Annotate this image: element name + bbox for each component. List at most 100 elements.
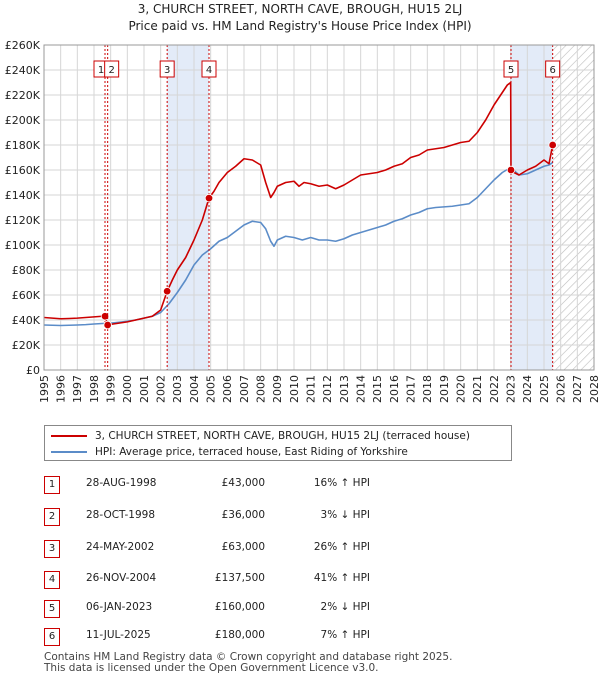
sale-label-5: 5 xyxy=(503,60,519,78)
footer-copyright: Contains HM Land Registry data © Crown c… xyxy=(44,651,453,663)
x-tick-label: 1997 xyxy=(71,375,84,403)
x-tick-label: 2014 xyxy=(355,375,368,403)
transaction-date: 26-NOV-2004 xyxy=(86,572,157,584)
x-tick-label: 1996 xyxy=(55,375,68,403)
transaction-date: 28-AUG-1998 xyxy=(86,477,157,489)
transaction-hpi-diff: 26% ↑ HPI xyxy=(313,541,370,553)
transaction-number: 2 xyxy=(44,508,60,526)
legend-label-property: 3, CHURCH STREET, NORTH CAVE, BROUGH, HU… xyxy=(95,430,470,442)
x-tick-label: 2011 xyxy=(305,375,318,403)
sale-label-text: 4 xyxy=(206,65,212,76)
x-tick-label: 2008 xyxy=(255,375,268,403)
y-tick-label: £260K xyxy=(5,39,41,52)
sale-label-text: 5 xyxy=(508,65,514,76)
table-row: 1 28-AUG-1998 £43,000 16% ↑ HPI xyxy=(0,473,600,497)
x-tick-label: 2005 xyxy=(205,375,218,403)
transaction-number: 5 xyxy=(44,600,60,618)
transaction-price: £43,000 xyxy=(221,477,265,489)
y-tick-label: £20K xyxy=(12,339,41,352)
sale-label-box xyxy=(159,60,175,78)
legend-swatch-property xyxy=(51,435,87,437)
x-tick-label: 2010 xyxy=(288,375,301,403)
sale-label-text: 2 xyxy=(108,65,114,76)
chart-legend: 3, CHURCH STREET, NORTH CAVE, BROUGH, HU… xyxy=(44,425,512,461)
plot-area xyxy=(44,45,594,370)
y-tick-label: £0 xyxy=(26,364,40,377)
x-tick-label: 2009 xyxy=(271,375,284,403)
x-tick-label: 2023 xyxy=(505,375,518,403)
transaction-number: 6 xyxy=(44,628,60,646)
x-tick-label: 2020 xyxy=(455,375,468,403)
transaction-date: 28-OCT-1998 xyxy=(86,509,155,521)
transaction-price: £180,000 xyxy=(214,629,265,641)
table-row: 4 26-NOV-2004 £137,500 41% ↑ HPI xyxy=(0,568,600,592)
sale-label-box xyxy=(503,60,519,78)
y-tick-label: £160K xyxy=(5,164,41,177)
sale-label-3: 3 xyxy=(159,60,175,78)
x-tick-label: 2012 xyxy=(321,375,334,403)
transaction-price: £36,000 xyxy=(221,509,265,521)
y-tick-label: £40K xyxy=(12,314,41,327)
sale-point xyxy=(162,287,172,296)
x-tick-label: 2013 xyxy=(338,375,351,403)
x-tick-label: 2019 xyxy=(438,375,451,403)
transaction-date: 06-JAN-2023 xyxy=(86,601,153,613)
transaction-hpi-diff: 16% ↑ HPI xyxy=(313,477,370,489)
y-tick-label: £220K xyxy=(5,89,41,102)
x-tick-label: 2000 xyxy=(121,375,134,403)
table-row: 2 28-OCT-1998 £36,000 3% ↓ HPI xyxy=(0,505,600,529)
y-tick-label: £140K xyxy=(5,189,41,202)
shaded-period-2 xyxy=(511,45,553,370)
y-tick-label: £60K xyxy=(12,289,41,302)
x-tick-label: 2027 xyxy=(571,375,584,403)
y-tick-label: £80K xyxy=(12,264,41,277)
sale-label-box xyxy=(104,60,120,78)
y-tick-label: £200K xyxy=(5,114,41,127)
x-tick-label: 2028 xyxy=(588,375,600,403)
transaction-date: 24-MAY-2002 xyxy=(86,541,155,553)
legend-label-hpi: HPI: Average price, terraced house, East… xyxy=(95,446,408,458)
table-row: 6 11-JUL-2025 £180,000 7% ↑ HPI xyxy=(0,625,600,649)
y-tick-label: £120K xyxy=(5,214,41,227)
shaded-period-1 xyxy=(167,45,209,370)
x-tick-label: 2006 xyxy=(221,375,234,403)
x-tick-label: 2017 xyxy=(405,375,418,403)
y-tick-label: £240K xyxy=(5,64,41,77)
footer-license: This data is licensed under the Open Gov… xyxy=(44,662,379,674)
chart-subtitle: Price paid vs. HM Land Registry's House … xyxy=(128,19,471,33)
sale-label-box xyxy=(201,60,217,78)
sale-label-text: 1 xyxy=(98,65,104,76)
legend-item-property: 3, CHURCH STREET, NORTH CAVE, BROUGH, HU… xyxy=(51,428,470,444)
x-tick-label: 2004 xyxy=(188,375,201,403)
sale-label-text: 3 xyxy=(164,65,170,76)
sale-point xyxy=(100,312,110,321)
transaction-price: £137,500 xyxy=(214,572,265,584)
transaction-price: £160,000 xyxy=(214,601,265,613)
sale-point xyxy=(548,140,557,150)
sale-point xyxy=(204,193,214,203)
sale-label-2: 2 xyxy=(104,60,120,78)
transaction-hpi-diff: 3% ↓ HPI xyxy=(320,509,370,521)
legend-swatch-hpi xyxy=(51,451,87,453)
transaction-price: £63,000 xyxy=(221,541,265,553)
transaction-number: 3 xyxy=(44,540,60,558)
x-tick-label: 2015 xyxy=(371,375,384,403)
property-price-line xyxy=(43,81,554,326)
sale-label-4: 4 xyxy=(201,60,217,78)
x-tick-label: 2001 xyxy=(138,375,151,403)
future-hatch-region xyxy=(552,45,594,370)
x-tick-label: 2022 xyxy=(488,375,501,403)
transaction-hpi-diff: 41% ↑ HPI xyxy=(313,572,370,584)
x-tick-label: 2024 xyxy=(521,375,534,403)
x-tick-label: 1999 xyxy=(105,375,118,403)
sale-label-text: 6 xyxy=(549,65,555,76)
sale-point xyxy=(103,320,112,330)
x-tick-label: 2016 xyxy=(388,375,401,403)
x-tick-label: 2003 xyxy=(171,375,184,403)
y-tick-label: £100K xyxy=(5,239,41,252)
table-row: 5 06-JAN-2023 £160,000 2% ↓ HPI xyxy=(0,597,600,621)
transaction-date: 11-JUL-2025 xyxy=(86,629,151,641)
table-row: 3 24-MAY-2002 £63,000 26% ↑ HPI xyxy=(0,537,600,561)
x-tick-label: 1998 xyxy=(88,375,101,403)
price-chart: 3, CHURCH STREET, NORTH CAVE, BROUGH, HU… xyxy=(5,2,600,403)
